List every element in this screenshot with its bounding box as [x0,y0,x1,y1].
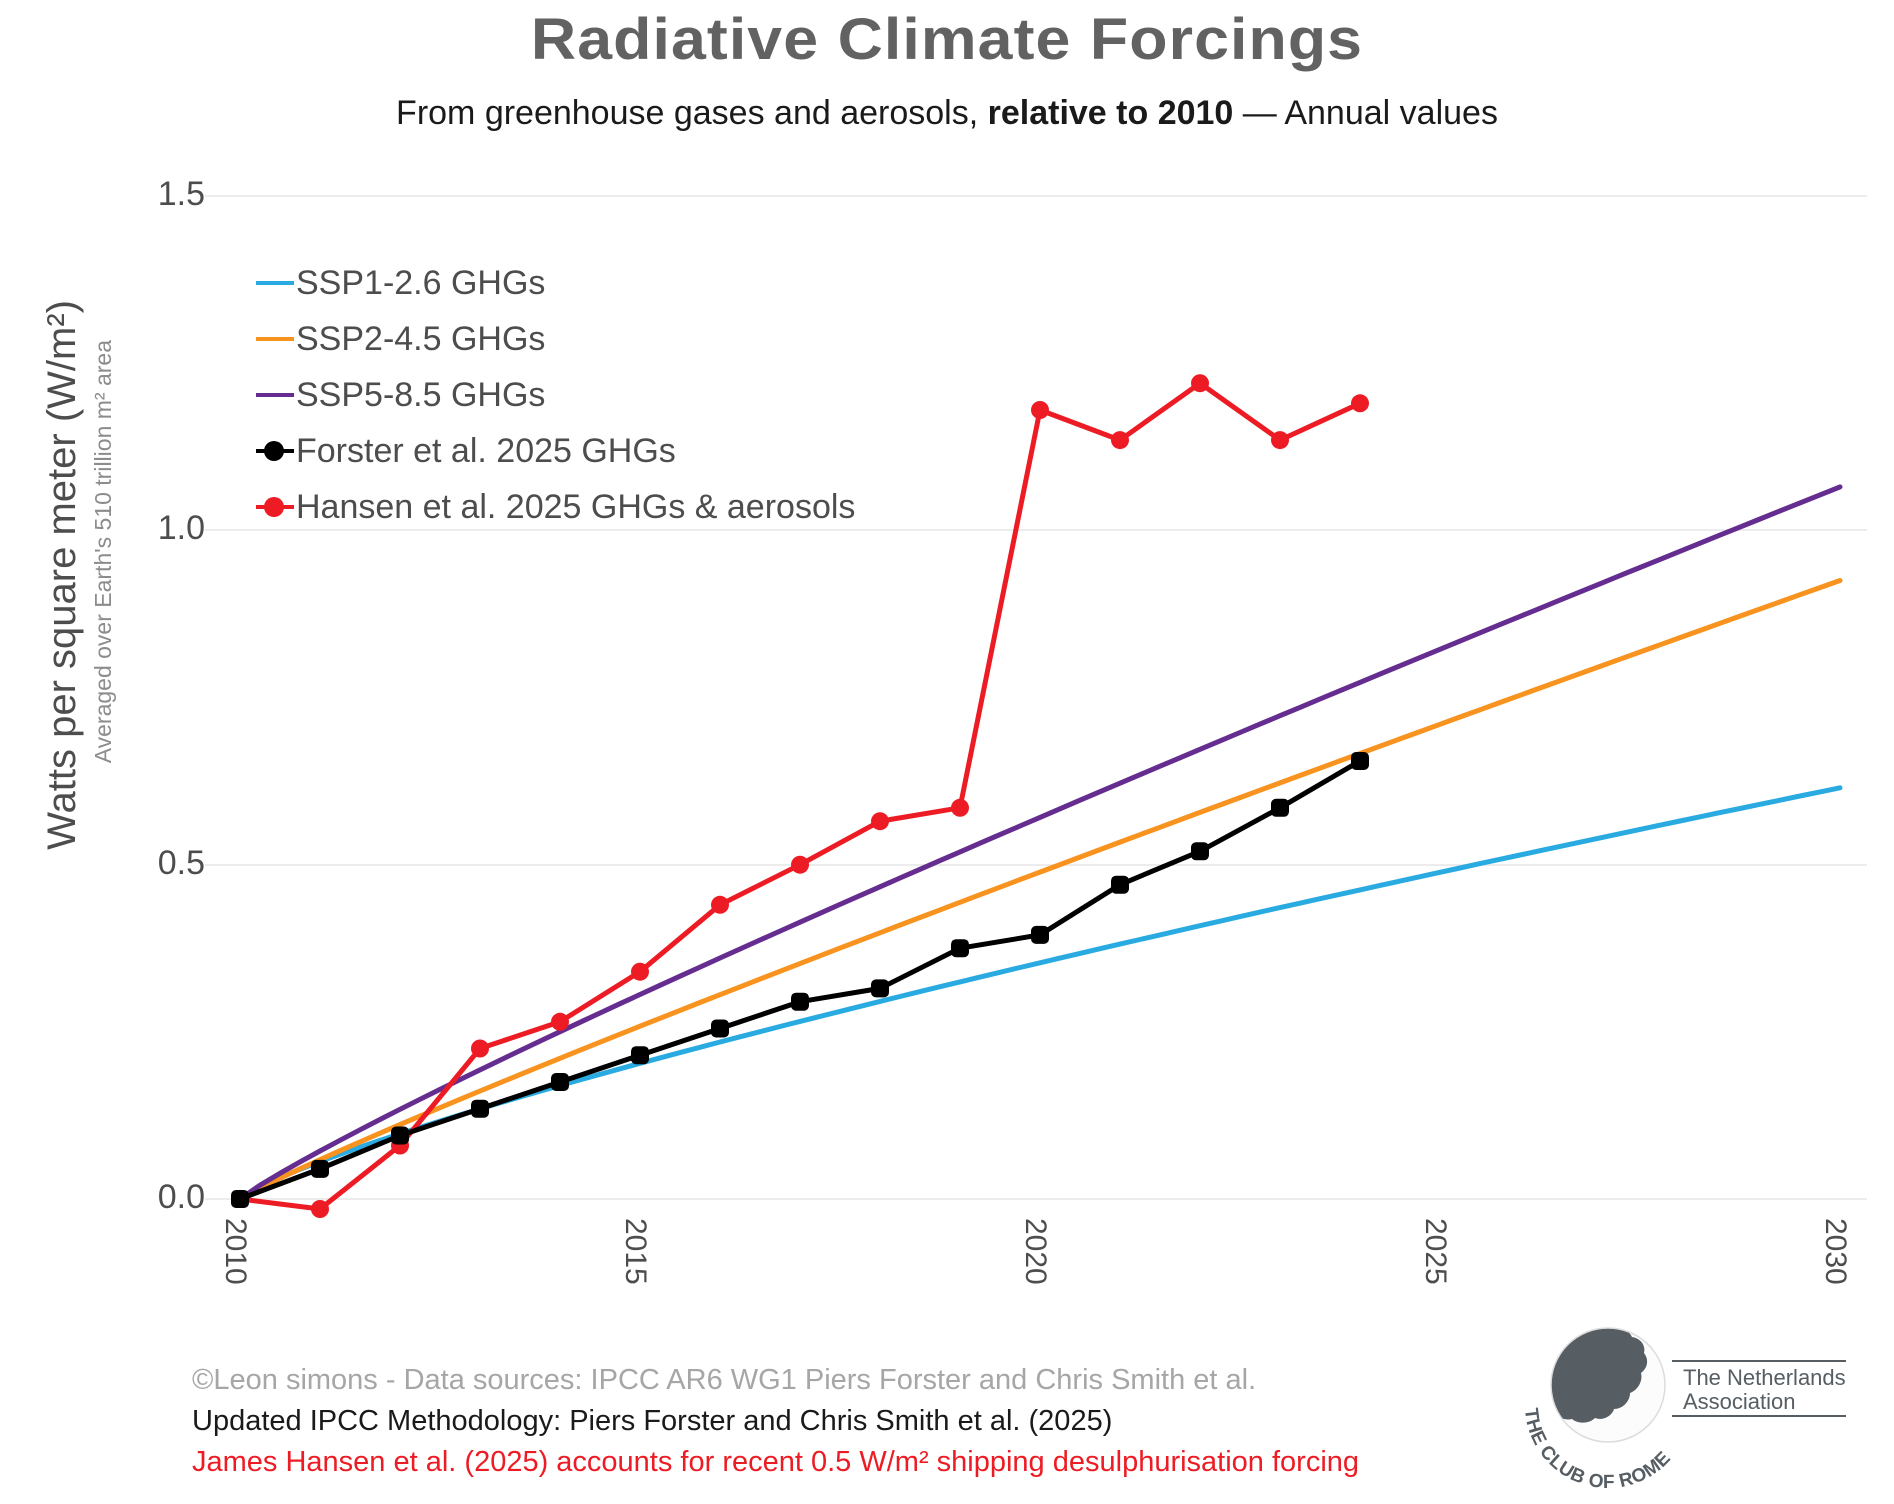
svg-text:Association: Association [1683,1389,1796,1414]
svg-text:The Netherlands: The Netherlands [1683,1365,1846,1390]
